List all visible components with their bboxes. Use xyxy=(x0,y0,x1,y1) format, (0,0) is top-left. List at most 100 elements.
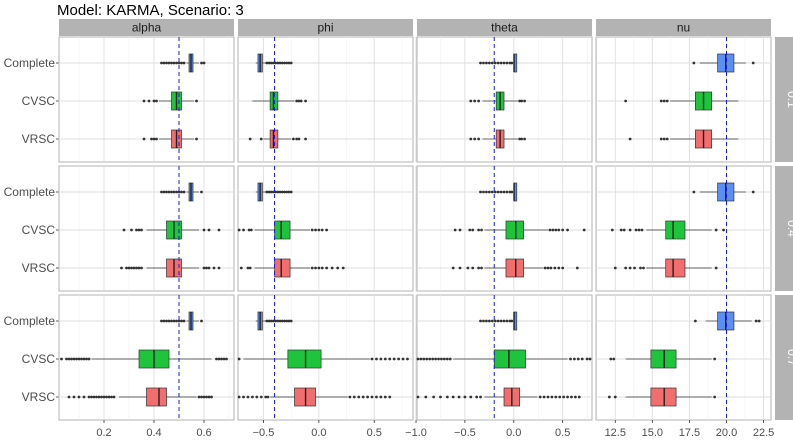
outlier-point xyxy=(202,228,206,232)
outlier-point xyxy=(237,357,241,361)
outlier-point xyxy=(160,190,163,194)
outlier-point xyxy=(502,61,506,65)
outlier-point xyxy=(310,266,314,270)
outlier-point xyxy=(170,61,173,65)
outlier-point xyxy=(493,190,497,194)
outlier-point xyxy=(751,190,755,194)
panels-layer: alpha phi theta nu 0.1 0.4 0.7 Complete CVSC VRSC… xyxy=(4,19,793,439)
outlier-point xyxy=(317,266,321,270)
outlier-point xyxy=(267,190,271,194)
outlier-point xyxy=(463,395,467,399)
outlier-point xyxy=(175,190,178,194)
outlier-point xyxy=(197,395,201,399)
category-label-cvsc: CVSC xyxy=(22,223,56,237)
outlier-point xyxy=(557,266,561,270)
outlier-point xyxy=(482,61,485,65)
outlier-point xyxy=(538,395,542,399)
outlier-point xyxy=(297,137,301,141)
outlier-point xyxy=(628,228,632,232)
outlier-point xyxy=(637,228,641,232)
outlier-point xyxy=(160,61,163,65)
outlier-point xyxy=(265,319,269,323)
panel-0.4-phi xyxy=(237,165,414,292)
outlier-point xyxy=(266,395,270,399)
column-strip-label: nu xyxy=(677,21,690,35)
outlier-point xyxy=(125,266,128,270)
box-vrsc xyxy=(239,258,345,278)
outlier-point xyxy=(265,61,269,65)
outlier-point xyxy=(558,395,562,399)
outlier-point xyxy=(424,395,428,399)
outlier-point xyxy=(167,190,171,194)
outlier-point xyxy=(200,395,203,399)
outlier-point xyxy=(428,357,432,361)
outlier-point xyxy=(77,395,81,399)
box-complete xyxy=(255,53,293,73)
outlier-point xyxy=(471,228,475,232)
outlier-point xyxy=(607,395,611,399)
outlier-point xyxy=(72,395,76,399)
outlier-point xyxy=(155,137,158,141)
outlier-point xyxy=(482,319,485,323)
row-strip-0.4 xyxy=(775,166,793,291)
outlier-point xyxy=(551,228,555,232)
outlier-point xyxy=(320,228,324,232)
panel-background xyxy=(58,165,235,292)
outlier-point xyxy=(585,357,589,361)
outlier-point xyxy=(162,190,166,194)
outlier-point xyxy=(152,137,156,141)
outlier-point xyxy=(370,395,374,399)
outlier-point xyxy=(195,137,198,141)
outlier-point xyxy=(82,357,86,361)
outlier-point xyxy=(82,395,86,399)
outlier-point xyxy=(624,99,628,103)
outlier-point xyxy=(490,319,494,323)
outlier-point xyxy=(479,395,482,399)
outlier-point xyxy=(177,190,181,194)
outlier-point xyxy=(202,395,206,399)
panel-0.1-theta xyxy=(415,36,593,163)
outlier-point xyxy=(242,395,245,399)
outlier-point xyxy=(269,319,273,323)
outlier-point xyxy=(477,99,480,103)
outlier-point xyxy=(479,319,482,323)
outlier-point xyxy=(304,137,307,141)
row-strip-label: 0.1 xyxy=(785,91,793,108)
outlier-point xyxy=(561,266,565,270)
x-tick-label: 0.5 xyxy=(555,427,570,439)
x-tick-label: −1.0 xyxy=(405,427,427,439)
outlier-point xyxy=(388,395,392,399)
outlier-point xyxy=(573,395,577,399)
box-iqr xyxy=(505,220,524,240)
outlier-point xyxy=(577,395,581,399)
outlier-point xyxy=(542,395,546,399)
x-tick-label: 17.5 xyxy=(679,427,700,439)
outlier-point xyxy=(469,137,473,141)
outlier-point xyxy=(122,228,126,232)
outlier-point xyxy=(239,266,243,270)
outlier-point xyxy=(508,61,512,65)
outlier-point xyxy=(180,319,183,323)
outlier-point xyxy=(379,357,383,361)
outlier-point xyxy=(265,190,269,194)
outlier-point xyxy=(468,228,472,232)
chart-title: Model: KARMA, Scenario: 3 xyxy=(57,2,244,19)
outlier-point xyxy=(543,266,547,270)
category-label-complete: Complete xyxy=(4,314,56,328)
outlier-point xyxy=(401,357,405,361)
outlier-point xyxy=(490,190,494,194)
outlier-point xyxy=(440,357,443,361)
box-complete xyxy=(160,182,203,202)
outlier-point xyxy=(502,319,506,323)
outlier-point xyxy=(357,395,361,399)
outlier-point xyxy=(167,319,171,323)
box-vrsc xyxy=(120,258,221,278)
outlier-point xyxy=(434,357,437,361)
outlier-point xyxy=(222,357,226,361)
box-cvsc xyxy=(122,220,221,240)
outlier-point xyxy=(499,190,503,194)
x-tick-label: 0.0 xyxy=(311,427,326,439)
outlier-point xyxy=(220,357,223,361)
x-tick-label: 22.5 xyxy=(753,427,774,439)
